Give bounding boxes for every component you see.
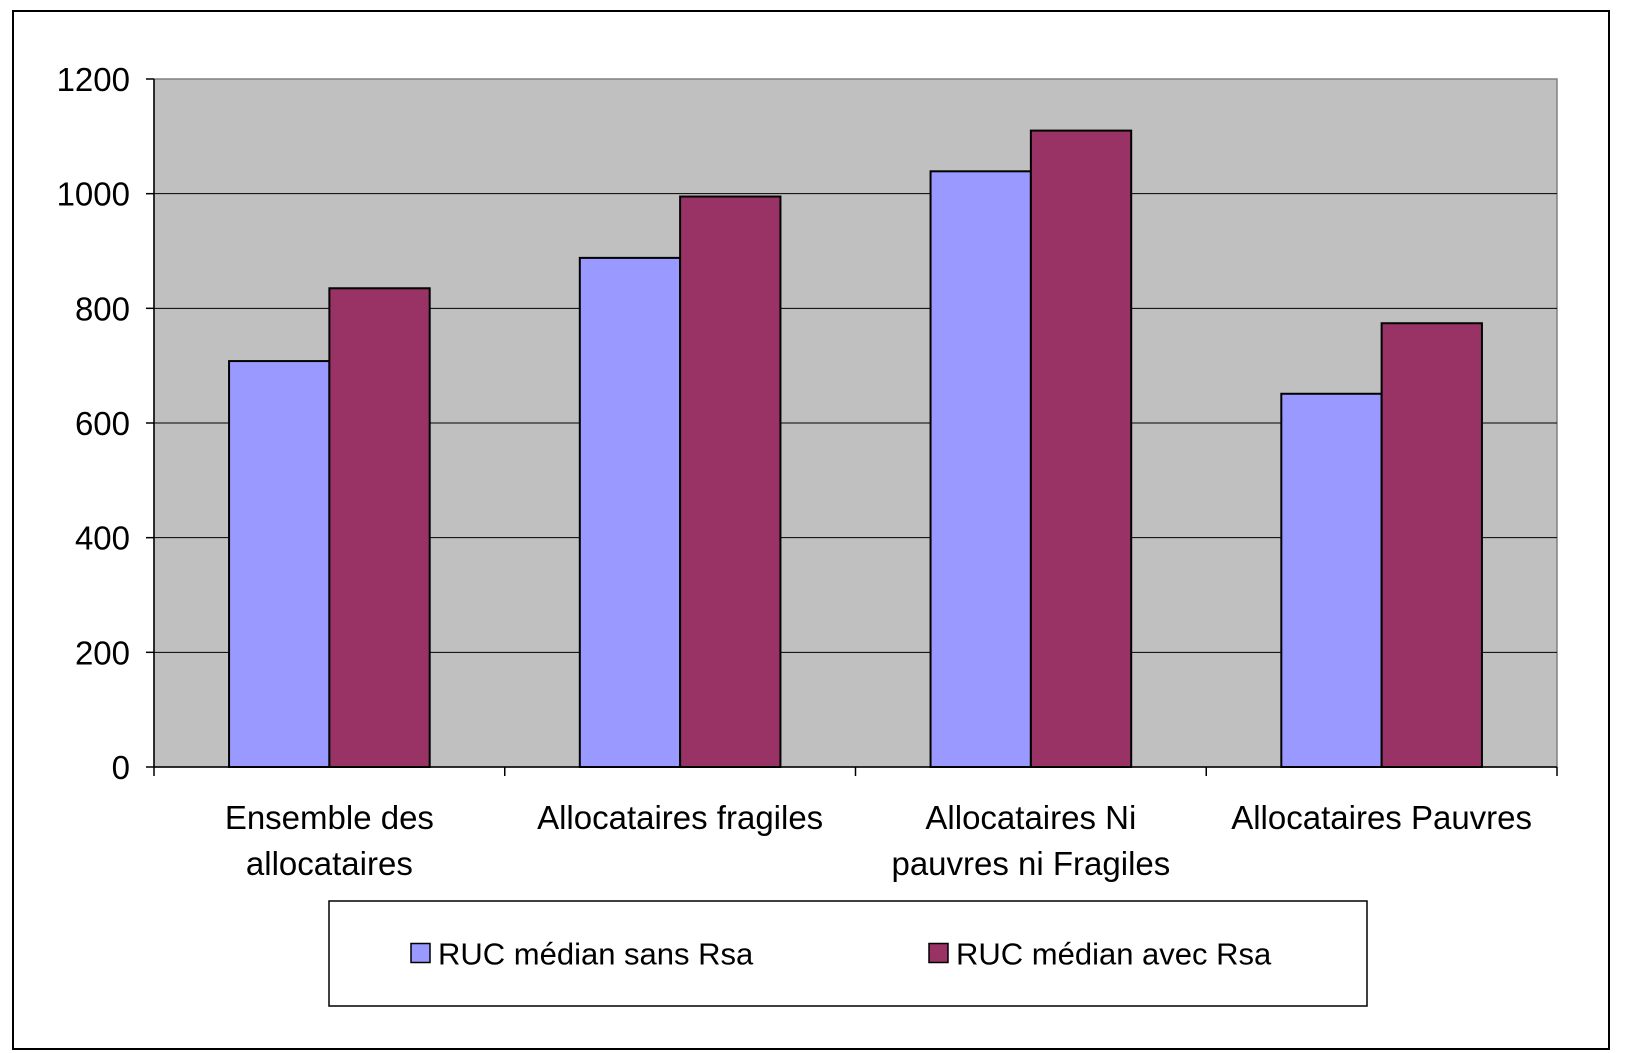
x-category-label: Ensemble des xyxy=(225,799,434,836)
y-tick-label: 800 xyxy=(75,290,130,327)
bar xyxy=(328,287,431,768)
legend-swatch xyxy=(410,942,431,964)
y-tick-label: 1000 xyxy=(57,176,130,213)
bar xyxy=(929,170,1032,769)
bar-chart: 0 200 400 600 800 1000 1200 Ensemble des allocat… xyxy=(57,61,1558,1007)
legend-box xyxy=(328,900,1368,1007)
bar xyxy=(679,195,782,769)
x-category-label: Allocataires fragiles xyxy=(537,799,823,836)
x-category-label: allocataires xyxy=(246,845,413,882)
bar xyxy=(228,360,331,768)
bar xyxy=(578,256,682,768)
legend-swatch xyxy=(928,942,949,964)
x-category-label: Allocataires Ni xyxy=(925,799,1136,836)
y-tick-label: 600 xyxy=(75,405,130,442)
y-tick-label: 400 xyxy=(75,520,130,557)
legend: RUC médian sans Rsa RUC médian avec Rsa xyxy=(328,900,1368,1007)
bar xyxy=(1380,322,1483,768)
y-tick-label: 1200 xyxy=(57,61,130,98)
bar xyxy=(1280,392,1383,768)
x-category-label: Allocataires Pauvres xyxy=(1231,799,1532,836)
axes: 0 200 400 600 800 1000 1200 Ensemble des allocat… xyxy=(57,61,1558,882)
y-tick-label: 200 xyxy=(75,634,130,671)
legend-label: RUC médian sans Rsa xyxy=(438,937,754,972)
chart-frame: 0 200 400 600 800 1000 1200 Ensemble des allocat… xyxy=(12,10,1610,1050)
bar xyxy=(1029,129,1133,769)
legend-label: RUC médian avec Rsa xyxy=(956,937,1272,972)
x-category-label: pauvres ni Fragiles xyxy=(891,845,1170,882)
bars xyxy=(228,129,1483,769)
y-tick-label: 0 xyxy=(112,749,130,786)
